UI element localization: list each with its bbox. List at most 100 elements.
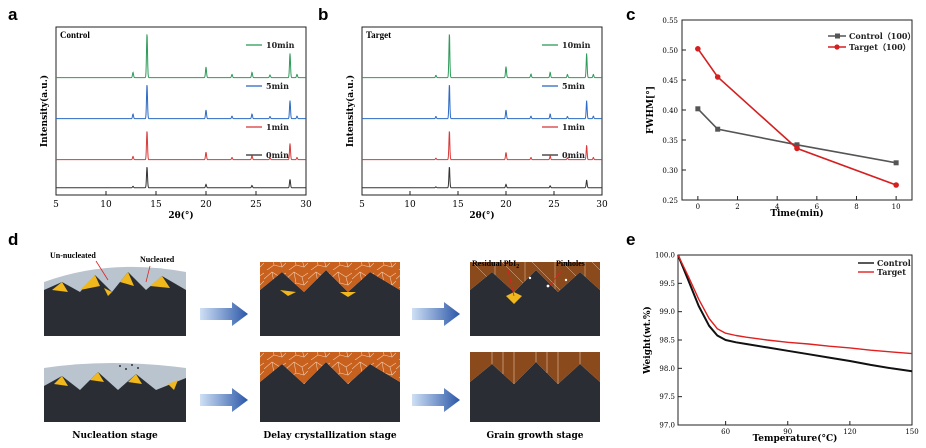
legend-label: 0min xyxy=(562,150,585,160)
x-tick-label: 0 xyxy=(696,203,700,211)
x-tick-label: 15 xyxy=(150,200,162,210)
legend-c: Control（100）Target（100） xyxy=(828,31,916,52)
legend-label: 10min xyxy=(562,40,591,50)
plot-title-b: Target xyxy=(366,30,391,40)
panel-e: e Weight(wt.%) Temperature(°C) 97.097.59… xyxy=(626,230,919,444)
legend-marker xyxy=(835,33,840,39)
legend-label: Control xyxy=(877,258,911,268)
x-tick-label: 90 xyxy=(783,428,792,436)
panel-c: c FWHM[°] Time(min) 0.25 0.30 0.35 0.40 0.45… xyxy=(626,5,916,219)
y-tick-label: 97.5 xyxy=(659,393,675,401)
panel-letter-d: d xyxy=(8,230,18,249)
x-tick-label: 2 xyxy=(735,203,739,211)
panel-letter-e: e xyxy=(626,230,635,249)
axes-e: 97.0 97.5 98.0 98.5 99.0 99.5 100.0 60 90 120 150 xyxy=(655,252,919,437)
label-nucleated: Nucleated xyxy=(140,255,175,264)
legend-label: 5min xyxy=(562,81,585,91)
x-tick-label: 5 xyxy=(53,200,59,210)
arrow-bottom-1 xyxy=(200,388,248,412)
schematic-top-delay xyxy=(260,262,400,336)
y-tick-label: 0.50 xyxy=(662,47,678,55)
x-tick-label: 20 xyxy=(200,200,212,210)
y-tick-label: 0.40 xyxy=(662,107,678,115)
stage-grain-growth: Grain growth stage xyxy=(486,431,583,441)
x-tick-label: 5 xyxy=(359,200,365,210)
y-axis-label-a: Intensity(a.u.) xyxy=(39,75,50,147)
x-axis-label-c: Time(min) xyxy=(770,208,823,219)
arrow-bottom-2 xyxy=(412,388,460,412)
legend-label: 1min xyxy=(562,122,585,132)
fwhm-point xyxy=(714,74,721,80)
pointer-un-nucleated xyxy=(95,260,109,281)
fwhm-line xyxy=(697,108,897,164)
x-tick-label: 30 xyxy=(300,200,312,210)
xrd-curve-5min xyxy=(362,85,602,120)
pointer-pinholes xyxy=(549,269,563,286)
label-un-nucleated: Un-nucleated xyxy=(50,251,96,260)
tga-line xyxy=(677,254,913,373)
xrd-curve-5min xyxy=(56,85,306,120)
panel-letter-c: c xyxy=(626,5,635,24)
legend-marker xyxy=(834,44,840,50)
y-tick-label: 99.0 xyxy=(659,308,675,316)
y-tick-label: 0.35 xyxy=(662,137,678,145)
x-tick-label: 120 xyxy=(843,428,856,436)
schematic-bottom-grain xyxy=(470,352,600,422)
legend-label: 10min xyxy=(266,40,295,50)
pointer-nucleated xyxy=(145,265,151,283)
xrd-curve-1min xyxy=(362,131,602,161)
fwhm-line xyxy=(697,48,897,186)
y-tick-label: 97.0 xyxy=(659,422,675,430)
schematic-bottom-nucleation xyxy=(44,363,186,422)
panel-d: d Un-nucleated Nucleated xyxy=(8,230,600,441)
x-tick-label: 10 xyxy=(100,200,112,210)
xrd-curve-0min xyxy=(362,166,602,189)
legend-label: 5min xyxy=(266,81,289,91)
pointer-residual xyxy=(507,269,515,297)
legend-label: 1min xyxy=(266,122,289,132)
schematic-top-grain xyxy=(470,262,600,336)
plot-title-a: Control xyxy=(60,30,90,40)
label-residual-pbi2: Residual PbI2 xyxy=(472,259,519,270)
xrd-curve-10min xyxy=(362,34,602,79)
y-tick-label: 0.55 xyxy=(662,17,678,25)
stage-delay: Delay crystallization stage xyxy=(263,431,396,441)
x-tick-label: 15 xyxy=(452,200,464,210)
tga-series xyxy=(677,254,913,373)
legend-label: Target（100） xyxy=(849,42,911,52)
panel-b: b Target Intensity(a.u.) 2θ(°) 5 10 15 20 25… xyxy=(318,5,608,221)
x-tick-label: 10 xyxy=(892,203,901,211)
stage-nucleation: Nucleation stage xyxy=(72,431,158,441)
fwhm-point xyxy=(695,46,701,52)
x-tick-label: 150 xyxy=(905,428,918,436)
x-ticks-b: 5 10 15 20 25 30 xyxy=(359,191,608,210)
x-tick-label: 20 xyxy=(500,200,512,210)
fwhm-point xyxy=(794,145,800,152)
xrd-curve-1min xyxy=(56,131,306,161)
x-axis-label-b: 2θ(°) xyxy=(469,210,494,221)
x-axis-label-a: 2θ(°) xyxy=(168,210,193,221)
y-tick-label: 98.5 xyxy=(659,337,675,345)
fwhm-series xyxy=(695,46,899,188)
y-axis-label-b: Intensity(a.u.) xyxy=(345,75,356,147)
plot-frame-b xyxy=(361,26,603,196)
legend-label: Target xyxy=(877,267,906,277)
arrow-top-1 xyxy=(200,302,248,326)
fwhm-point xyxy=(794,142,800,148)
x-tick-label: 10 xyxy=(404,200,416,210)
legend-label: 0min xyxy=(266,150,289,160)
x-tick-label: 25 xyxy=(250,200,262,210)
xrd-curves-a: 10min 5min 1min 0min xyxy=(56,34,306,189)
y-axis-label-c: FWHM[°] xyxy=(646,86,656,134)
tga-line xyxy=(677,254,913,355)
x-tick-label: 25 xyxy=(548,200,560,210)
xrd-curves-b: 10min 5min 1min 0min xyxy=(362,34,602,189)
plot-frame-e xyxy=(677,254,913,426)
x-tick-label: 6 xyxy=(815,203,820,211)
x-axis-label-e: Temperature(°C) xyxy=(753,433,838,444)
x-tick-label: 4 xyxy=(775,203,780,211)
schematic-bottom-delay xyxy=(260,352,400,422)
fwhm-point xyxy=(695,106,701,112)
xrd-curve-0min xyxy=(56,166,306,189)
